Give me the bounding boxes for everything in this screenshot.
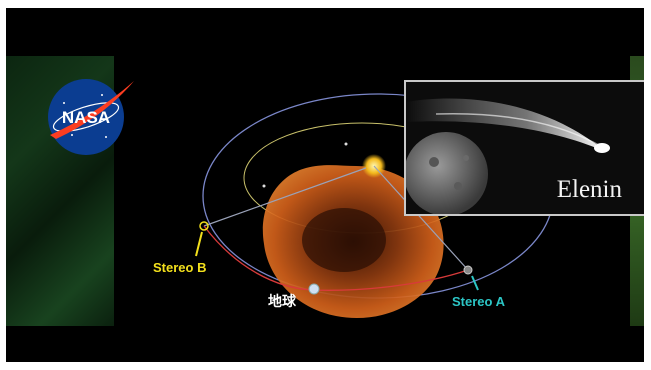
stereo-b-marker: [199, 221, 209, 231]
cme-core: [302, 208, 386, 272]
comet-head: [594, 143, 610, 153]
nasa-logo: NASA: [48, 79, 134, 155]
stereo-b-label: Stereo B: [153, 260, 207, 275]
moon: [406, 132, 488, 214]
comet-label: Elenin: [556, 176, 622, 203]
stereo-b-pointer: [195, 231, 203, 257]
earth-marker: [308, 283, 320, 295]
stereo-b-line: [203, 167, 367, 227]
stereo-a-line: [373, 165, 469, 271]
earth-label: 地球: [268, 293, 296, 309]
stereo-a-pointer: [471, 275, 479, 291]
planet-dot: [344, 142, 348, 146]
video-frame: NASA Elenin: [6, 8, 644, 362]
comet-tail: [406, 98, 606, 152]
stereo-a-marker: [463, 265, 473, 275]
comet-image: [406, 82, 644, 214]
nasa-logo-text: NASA: [62, 108, 110, 127]
stereo-a-label: Stereo A: [452, 294, 505, 309]
comet-inset: Elenin: [404, 80, 644, 216]
planet-dot: [262, 184, 266, 188]
